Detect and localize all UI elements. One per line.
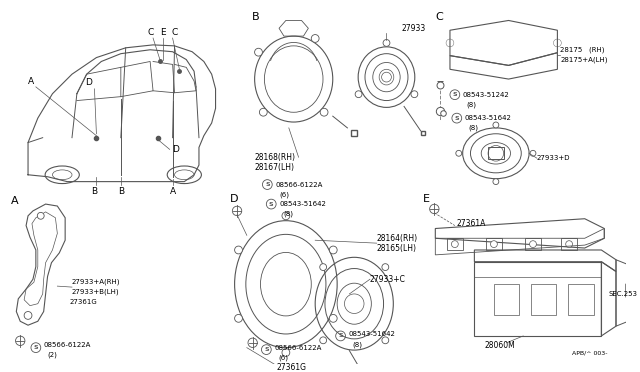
Text: C: C <box>435 12 443 22</box>
Text: D: D <box>230 194 239 204</box>
Circle shape <box>330 314 337 322</box>
Circle shape <box>330 246 337 254</box>
Text: 08566-6122A: 08566-6122A <box>44 342 91 348</box>
Text: S: S <box>265 182 269 187</box>
Text: 27933+D: 27933+D <box>537 155 570 161</box>
Circle shape <box>383 39 390 46</box>
Text: C: C <box>172 28 178 37</box>
Text: 28175+A(LH): 28175+A(LH) <box>561 56 608 63</box>
Text: 08566-6122A: 08566-6122A <box>275 182 323 187</box>
Circle shape <box>382 337 388 344</box>
Text: (8): (8) <box>467 101 477 108</box>
Text: 08543-51642: 08543-51642 <box>348 331 396 337</box>
Circle shape <box>529 241 536 247</box>
Circle shape <box>282 212 290 220</box>
Text: (6): (6) <box>279 191 289 198</box>
Circle shape <box>235 246 243 254</box>
Text: (8): (8) <box>352 341 362 348</box>
Text: (8): (8) <box>283 211 293 217</box>
Circle shape <box>311 35 319 42</box>
Text: S: S <box>269 202 273 206</box>
Bar <box>488 147 504 159</box>
Text: E: E <box>422 194 429 204</box>
Bar <box>568 284 593 315</box>
Text: 28060M: 28060M <box>484 341 515 350</box>
Circle shape <box>320 264 326 270</box>
Text: 28164(RH): 28164(RH) <box>377 234 418 243</box>
Circle shape <box>259 108 268 116</box>
Text: A: A <box>28 77 34 86</box>
Text: S: S <box>33 345 38 350</box>
Circle shape <box>456 150 461 156</box>
Text: (8): (8) <box>468 125 479 131</box>
Circle shape <box>320 337 326 344</box>
Circle shape <box>530 150 536 156</box>
Text: S: S <box>264 347 269 352</box>
Bar <box>494 284 519 315</box>
Circle shape <box>320 108 328 116</box>
Circle shape <box>493 122 499 128</box>
Text: 27933+B(LH): 27933+B(LH) <box>72 289 120 295</box>
Circle shape <box>255 48 262 56</box>
Text: D: D <box>85 78 92 87</box>
Circle shape <box>282 349 290 356</box>
Text: B: B <box>252 12 259 22</box>
Circle shape <box>490 241 497 247</box>
Circle shape <box>411 91 418 97</box>
Text: 27933: 27933 <box>401 24 426 33</box>
Text: 27361G: 27361G <box>69 299 97 305</box>
Text: 08543-51242: 08543-51242 <box>463 92 509 98</box>
Circle shape <box>355 91 362 97</box>
Text: 28175   (RH): 28175 (RH) <box>561 46 605 53</box>
Text: 28168(RH): 28168(RH) <box>255 153 296 162</box>
Text: SEC.253: SEC.253 <box>608 291 637 297</box>
Circle shape <box>451 241 458 247</box>
Text: A: A <box>10 196 18 206</box>
Text: S: S <box>452 92 457 97</box>
Text: B: B <box>92 187 97 196</box>
Text: C: C <box>147 28 153 37</box>
Text: D: D <box>173 145 179 154</box>
Text: (6): (6) <box>278 354 288 361</box>
Circle shape <box>37 212 44 219</box>
Text: (2): (2) <box>47 351 58 358</box>
Text: 27361A: 27361A <box>457 219 486 228</box>
Text: 08543-51642: 08543-51642 <box>279 201 326 207</box>
Text: A: A <box>170 187 175 196</box>
Text: 08543-51642: 08543-51642 <box>465 115 511 121</box>
Text: 27933+C: 27933+C <box>370 275 406 284</box>
Text: APB/^ 003-: APB/^ 003- <box>572 350 607 355</box>
Bar <box>531 284 556 315</box>
Text: E: E <box>160 28 166 37</box>
Circle shape <box>566 241 573 247</box>
Text: 27933+A(RH): 27933+A(RH) <box>72 279 120 285</box>
Text: 28165(LH): 28165(LH) <box>377 244 417 253</box>
Circle shape <box>24 311 32 319</box>
Text: B: B <box>118 187 124 196</box>
Circle shape <box>382 264 388 270</box>
Text: S: S <box>339 333 343 339</box>
Text: 28167(LH): 28167(LH) <box>255 163 294 173</box>
Text: 08566-6122A: 08566-6122A <box>274 344 321 351</box>
Text: S: S <box>454 116 459 121</box>
Text: 27361G: 27361G <box>276 363 306 372</box>
Circle shape <box>493 179 499 185</box>
Circle shape <box>235 314 243 322</box>
